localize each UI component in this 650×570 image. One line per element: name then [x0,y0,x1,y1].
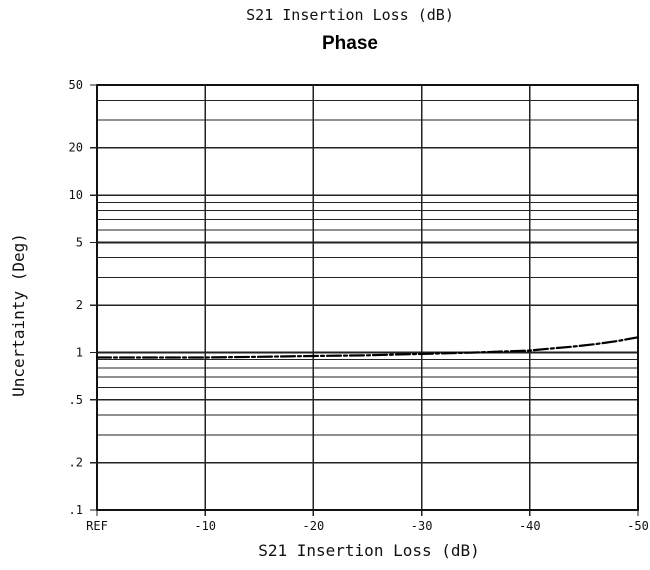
grid [96,84,639,516]
x-tick-labels: REF -10 -20 -30 -40 -50 [86,519,649,533]
chart-title: S21 Insertion Loss (dB) [246,6,454,24]
series [95,336,640,359]
y-tick-label: .1 [69,503,83,517]
y-tick-label: 2 [76,298,83,312]
y-tick-label: .2 [69,456,83,470]
x-tick-label: -30 [411,519,433,533]
y-tick-label: .5 [69,393,83,407]
series-line [95,336,640,359]
y-tick-label: 20 [69,141,83,155]
y-tick-label: 50 [69,78,83,92]
y-tick-label: 1 [76,346,83,360]
y-tick-label: 10 [69,188,83,202]
y-tick-labels: 50 20 10 5 2 1 .5 .2 .1 [69,78,97,517]
y-tick-label: 5 [76,235,83,249]
x-axis-label: S21 Insertion Loss (dB) [258,541,480,560]
plot-frame [96,84,639,511]
x-tick-label: -50 [627,519,649,533]
y-axis-label: Uncertainty (Deg) [9,233,28,397]
chart-subtitle: Phase [322,33,378,54]
x-tick-label: -40 [519,519,541,533]
x-tick-label: -20 [303,519,325,533]
x-tick-label: -10 [194,519,216,533]
x-tick-label: REF [86,519,108,533]
